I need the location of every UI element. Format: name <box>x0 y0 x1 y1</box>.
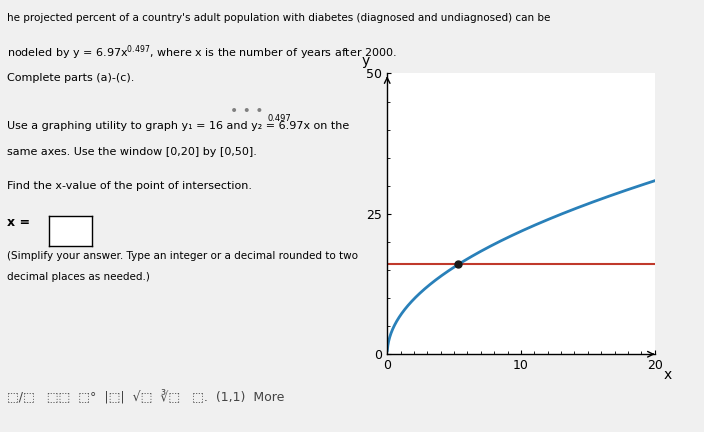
Text: x =: x = <box>7 216 30 229</box>
Text: 0.497: 0.497 <box>268 114 291 124</box>
Text: he projected percent of a country's adult population with diabetes (diagnosed an: he projected percent of a country's adul… <box>7 13 551 23</box>
X-axis label: x: x <box>664 368 672 382</box>
Text: Use a graphing utility to graph y₁ = 16 and y₂ = 6.97x: Use a graphing utility to graph y₁ = 16 … <box>7 121 310 131</box>
Text: (Simplify your answer. Type an integer or a decimal rounded to two: (Simplify your answer. Type an integer o… <box>7 251 358 260</box>
Y-axis label: y: y <box>362 54 370 68</box>
Text: Complete parts (a)-(c).: Complete parts (a)-(c). <box>7 73 134 83</box>
Text: decimal places as needed.): decimal places as needed.) <box>7 272 150 282</box>
Text: Find the x-value of the point of intersection.: Find the x-value of the point of interse… <box>7 181 252 191</box>
Text: ⬚/⬚   ⬚⬚  ⬚°  |⬚|  √⬚  ∛⬚   ⬚.  (1,1)  More: ⬚/⬚ ⬚⬚ ⬚° |⬚| √⬚ ∛⬚ ⬚. (1,1) More <box>7 389 284 403</box>
Text: nodeled by y = 6.97x$^{0.497}$, where x is the number of years after 2000.: nodeled by y = 6.97x$^{0.497}$, where x … <box>7 43 397 62</box>
Text: • • •: • • • <box>230 104 263 118</box>
Text: same axes. Use the window [0,20] by [0,50].: same axes. Use the window [0,20] by [0,5… <box>7 147 257 157</box>
Text: on the: on the <box>310 121 349 131</box>
